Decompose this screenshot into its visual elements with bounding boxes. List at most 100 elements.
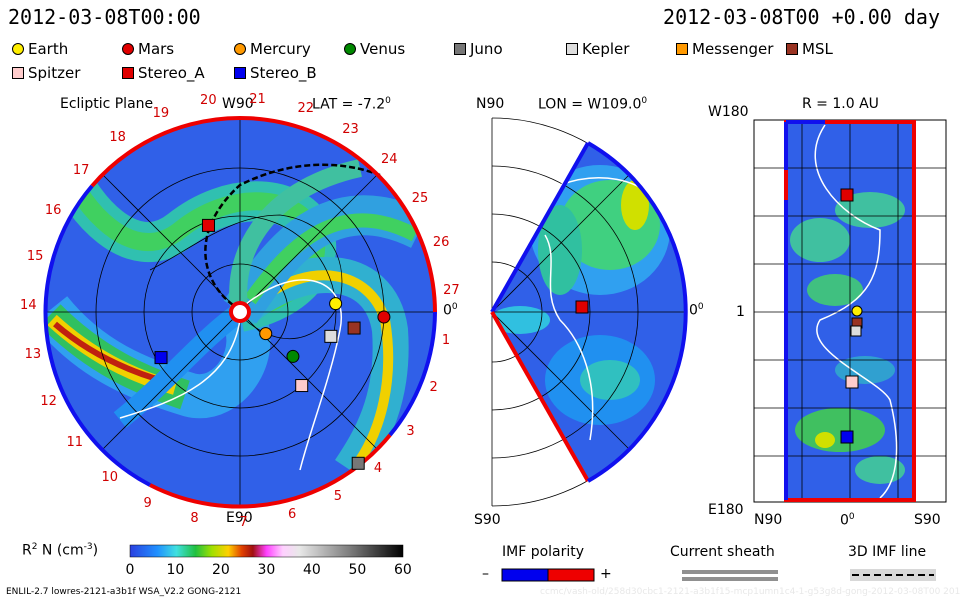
meridional-current-sheath <box>544 234 594 441</box>
imf-line-bg <box>850 569 936 581</box>
carrington-tick-label: 20 <box>200 93 217 109</box>
carrington-tick-label: 7 <box>239 514 248 530</box>
meridional-edge-red <box>490 311 590 482</box>
current-sheath-label: Current sheath <box>670 544 775 560</box>
carrington-tick-label: 15 <box>26 249 44 265</box>
ecliptic-ring-blue-2 <box>388 311 437 437</box>
legend-marker <box>234 67 246 79</box>
current-sheath-bar <box>682 570 778 574</box>
ecliptic-body-mars <box>377 310 391 324</box>
meridional-grid <box>491 117 687 507</box>
colorbar-tick: 60 <box>394 562 412 578</box>
header-right-time: 2012-03-08T00 +0.00 day <box>663 5 940 29</box>
carrington-tick-label: 18 <box>109 130 126 146</box>
carrington-tick-label: 17 <box>72 162 90 178</box>
carrington-tick-label: 6 <box>288 507 297 523</box>
ecliptic-zero: 00 <box>443 302 458 319</box>
meridional-lon: LON = W109.00 <box>538 96 648 113</box>
legend-label: Earth <box>28 40 69 58</box>
radial-spitzer <box>845 375 859 389</box>
ecliptic-e90: E90 <box>226 510 253 526</box>
legend-item-kepler: Kepler <box>566 40 629 58</box>
legend-item-mercury: Mercury <box>234 40 311 58</box>
legend-item-msl: MSL <box>786 40 833 58</box>
imf-polarity-label: IMF polarity <box>502 544 585 560</box>
legend-label: Kepler <box>582 40 630 58</box>
colorbar-tick: 50 <box>348 562 367 578</box>
legend-marker <box>676 43 688 55</box>
legend-label: MSL <box>802 40 833 58</box>
radial-s90: S90 <box>914 512 941 528</box>
ecliptic-current-sheath <box>244 279 342 471</box>
legend-marker <box>122 43 134 55</box>
carrington-tick-label: 11 <box>66 435 84 451</box>
ecliptic-w90: W90 <box>222 96 254 112</box>
ecliptic-imf-line <box>204 163 381 306</box>
carrington-tick-label: 27 <box>443 283 460 299</box>
legend-item-stereo_b: Stereo_B <box>234 64 317 82</box>
ecliptic-spiral <box>149 214 343 340</box>
imf-polarity-plus-bar <box>547 568 595 582</box>
legend-label: Stereo_B <box>250 64 317 82</box>
legend-marker <box>234 43 246 55</box>
carrington-tick-label: 16 <box>44 203 62 219</box>
legend-item-earth: Earth <box>12 40 68 58</box>
radial-current-sheath <box>814 124 898 499</box>
carrington-tick-label: 23 <box>342 121 359 137</box>
radial-earth <box>851 305 863 317</box>
carrington-tick-label: 3 <box>406 423 415 439</box>
ecliptic-body-stereo_b <box>154 351 168 365</box>
carrington-tick-label: 21 <box>249 91 266 107</box>
carrington-tick-label: 4 <box>373 460 383 476</box>
ecliptic-ring-blue <box>43 184 151 487</box>
legend-item-spitzer: Spitzer <box>12 64 80 82</box>
colorbar-label: R2 N (cm-3) <box>22 542 99 559</box>
radial-r: R = 1.0 AU <box>802 96 879 112</box>
imf-polarity-minus-bar <box>501 568 549 582</box>
ecliptic-body-juno <box>351 456 365 470</box>
imf-polarity-plus: + <box>600 566 612 582</box>
legend-item-venus: Venus <box>344 40 405 58</box>
radial-n90: N90 <box>754 512 783 528</box>
footer-left: ENLIL-2.7 lowres-2121-a3b1f WSA_V2.2 GON… <box>6 587 242 597</box>
ecliptic-title: Ecliptic Plane <box>60 96 154 112</box>
ecliptic-body-kepler <box>324 329 338 343</box>
carrington-tick-label: 13 <box>24 347 42 363</box>
imf-polarity-minus: – <box>482 566 489 582</box>
ecliptic-current-sheath-2 <box>119 319 241 419</box>
legend-marker <box>344 43 356 55</box>
carrington-tick-label: 1 <box>441 332 451 348</box>
legend-item-stereo_a: Stereo_A <box>122 64 205 82</box>
radial-kepler <box>850 325 862 337</box>
legend-label: Spitzer <box>28 64 81 82</box>
legend-marker <box>12 43 24 55</box>
carrington-tick-label: 12 <box>40 393 57 409</box>
ecliptic-body-stereo_a <box>201 218 215 232</box>
meridional-n90: N90 <box>476 96 505 112</box>
current-sheath-bar-2 <box>682 577 778 581</box>
legend-item-juno: Juno <box>454 40 503 58</box>
imf-line-label: 3D IMF line <box>848 544 927 560</box>
ecliptic-ring-red <box>90 116 437 313</box>
carrington-tick-label: 8 <box>190 510 199 526</box>
meridional-edge-blue <box>490 142 590 313</box>
carrington-tick-label: 19 <box>152 106 170 122</box>
carrington-tick-label: 22 <box>297 101 315 117</box>
colorbar <box>129 544 404 558</box>
carrington-tick-label: 9 <box>143 495 152 511</box>
footer-right: ccmc/vash-old/258d30cbc1-2121-a3b1f15-mc… <box>540 587 960 597</box>
radial-grid <box>754 120 946 502</box>
radial-stereo-a <box>840 188 854 202</box>
radial-one: 1 <box>736 304 745 320</box>
carrington-tick-label: 10 <box>101 470 119 486</box>
legend-label: Juno <box>470 40 503 58</box>
radial-zero: 00 <box>840 512 855 529</box>
radial-w180: W180 <box>708 104 749 120</box>
legend-item-messenger: Messenger <box>676 40 773 58</box>
header-left-time: 2012-03-08T00:00 <box>8 5 201 29</box>
carrington-tick-label: 24 <box>381 152 398 168</box>
radial-stereo-b <box>840 430 854 444</box>
sun-icon <box>229 301 251 323</box>
legend-label: Mercury <box>250 40 311 58</box>
